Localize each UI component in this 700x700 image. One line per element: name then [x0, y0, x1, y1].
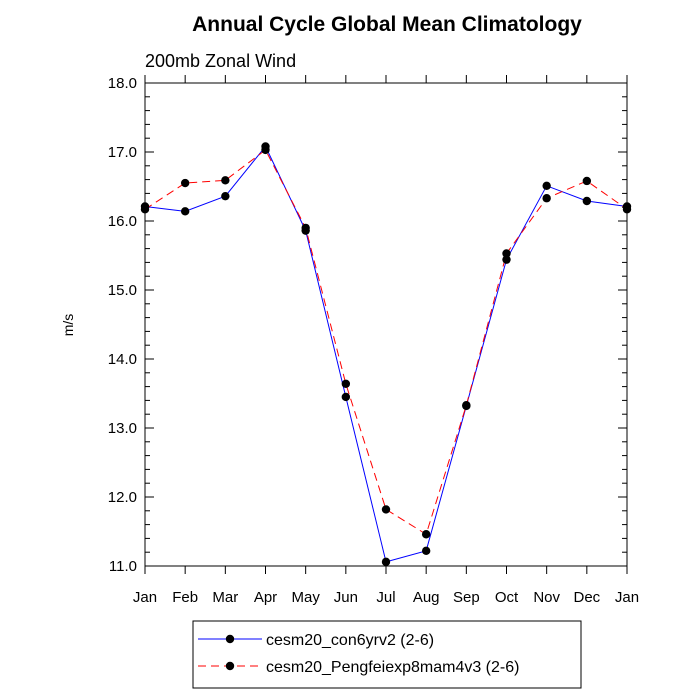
- series-2-point: [180, 178, 190, 188]
- legend-marker-1: [225, 634, 235, 644]
- legend-label-1: cesm20_con6yrv2 (2-6): [266, 632, 434, 649]
- axis-ticks: [144, 75, 628, 574]
- y-tick-label: 15.0: [108, 282, 137, 299]
- series-2-point: [140, 205, 150, 214]
- series-2-point: [261, 145, 270, 155]
- series-line-1: [144, 145, 628, 563]
- x-tick-labels: Jan Feb Mar Apr May Jun Jul Aug Sep Oct Nov Dec Jan: [133, 589, 639, 606]
- x-tick-label: Jul: [376, 589, 395, 606]
- x-tick-label: Oct: [495, 589, 519, 606]
- y-tick-label: 11.0: [109, 558, 137, 575]
- series-1-point: [341, 392, 351, 402]
- x-tick-label: Jun: [334, 589, 358, 606]
- series-1-point: [180, 207, 190, 216]
- y-tick-label: 12.0: [108, 489, 137, 506]
- series-2-point: [381, 505, 391, 514]
- legend: cesm20_con6yrv2 (2-6) cesm20_Pengfeiexp8m…: [198, 632, 519, 676]
- chart-subtitle: 200mb Zonal Wind: [145, 51, 296, 71]
- series-1-point: [582, 196, 592, 206]
- y-tick-label: 18.0: [108, 75, 137, 92]
- series-2-point: [502, 249, 511, 258]
- series-2-point: [582, 176, 592, 186]
- series-2-point: [341, 379, 351, 389]
- x-tick-label: Jan: [615, 589, 639, 606]
- series-2-point: [462, 401, 471, 410]
- x-tick-label: Apr: [254, 589, 277, 606]
- series-line-2: [144, 149, 628, 536]
- plot-frame: [144, 82, 628, 567]
- x-tick-label: Feb: [172, 589, 198, 606]
- series-1-point: [381, 557, 391, 567]
- y-tick-label: 13.0: [108, 420, 137, 437]
- chart-title: Annual Cycle Global Mean Climatology: [192, 13, 582, 36]
- series-group: [140, 142, 632, 567]
- series-1-point: [421, 546, 431, 556]
- y-tick-label: 16.0: [108, 213, 137, 230]
- series-2-point: [221, 176, 230, 185]
- x-tick-label: Aug: [413, 589, 440, 606]
- series-1-point: [502, 255, 511, 264]
- x-tick-label: Nov: [533, 589, 560, 606]
- y-tick-label: 17.0: [108, 144, 137, 161]
- legend-label-2: cesm20_Pengfeiexp8mam4v3 (2-6): [266, 659, 519, 676]
- series-1-point: [542, 181, 551, 191]
- x-tick-label: May: [291, 589, 320, 606]
- y-axis-label: m/s: [60, 314, 76, 337]
- series-2-point: [421, 530, 431, 539]
- series-2-point: [301, 223, 310, 233]
- x-tick-label: Dec: [573, 589, 600, 606]
- legend-box: [192, 620, 582, 689]
- series-2-point: [622, 205, 632, 214]
- series-2-point: [542, 194, 551, 203]
- legend-marker-2: [225, 661, 235, 671]
- y-tick-label: 14.0: [108, 351, 137, 368]
- series-1-point: [221, 191, 230, 201]
- x-tick-label: Sep: [453, 589, 480, 606]
- y-tick-labels: 11.0 12.0 13.0 14.0 15.0 16.0 17.0 18.0: [108, 75, 137, 575]
- x-tick-label: Mar: [212, 589, 238, 606]
- x-tick-label: Jan: [133, 589, 157, 606]
